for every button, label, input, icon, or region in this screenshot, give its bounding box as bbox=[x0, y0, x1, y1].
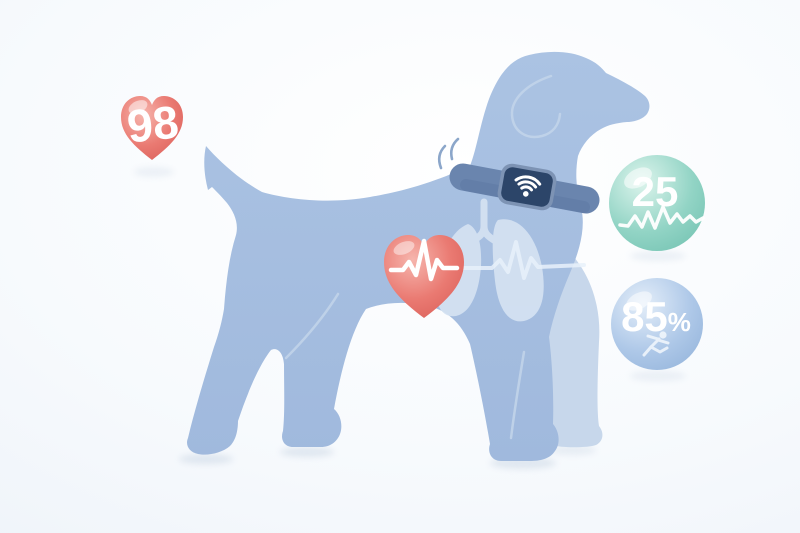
respiration-value: 25 bbox=[632, 168, 679, 215]
waveform-icon bbox=[618, 205, 705, 230]
chest-ecg-line bbox=[434, 240, 586, 280]
ground-shadows bbox=[134, 167, 686, 469]
sphere-gloss bbox=[626, 291, 652, 311]
activity-value-group: 85% bbox=[621, 293, 691, 340]
heart-rate-badge: 98 bbox=[121, 95, 183, 160]
dog-crease-lines bbox=[284, 74, 562, 440]
heart-ecg-trace bbox=[388, 238, 460, 282]
thigh-crease bbox=[284, 292, 340, 360]
runner-icon bbox=[642, 331, 670, 357]
activity-unit: % bbox=[668, 307, 691, 337]
signal-waves-icon bbox=[437, 137, 460, 170]
heart-gloss bbox=[128, 100, 148, 114]
lung-right-lobe bbox=[492, 219, 544, 322]
activity-badge: 85% bbox=[611, 278, 703, 370]
heart-rate-value: 98 bbox=[125, 95, 181, 152]
foreleg-crease bbox=[509, 350, 526, 440]
activity-value: 85 bbox=[621, 293, 668, 340]
ear-outline bbox=[510, 74, 562, 139]
heart-ecg-icon bbox=[384, 235, 464, 318]
sphere-gloss bbox=[624, 167, 652, 189]
heart-gloss bbox=[393, 241, 415, 255]
smart-collar bbox=[437, 137, 600, 214]
wifi-icon bbox=[514, 175, 542, 197]
respiration-badge: 25 bbox=[609, 155, 705, 251]
